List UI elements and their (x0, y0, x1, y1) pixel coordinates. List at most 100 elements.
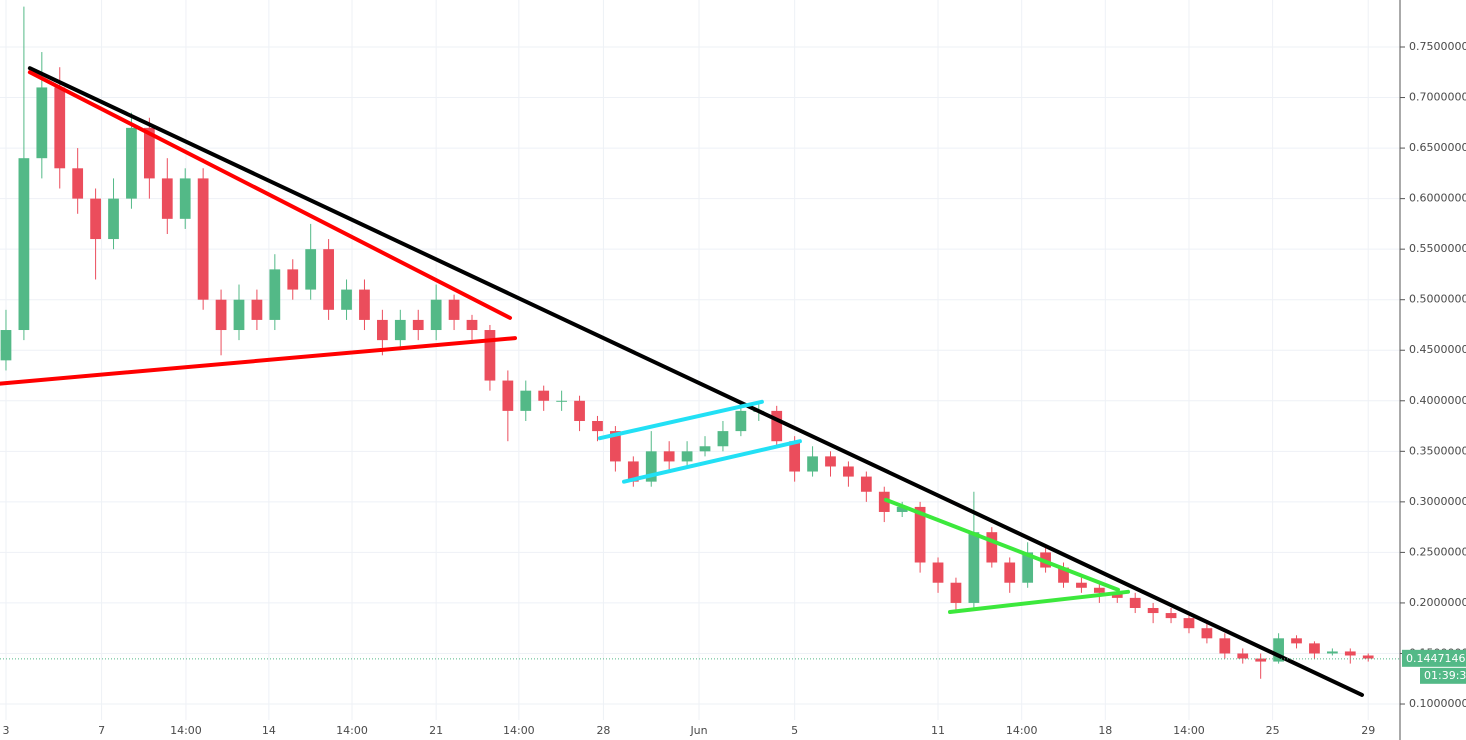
candle-body (143, 127, 155, 179)
candle-body (0, 330, 12, 361)
candle-body (645, 451, 657, 482)
candle-body (251, 299, 263, 320)
x-tick-label: 14:00 (1006, 724, 1038, 737)
candle-body (896, 506, 908, 512)
candle-body (1093, 587, 1105, 593)
candle-body (520, 390, 532, 411)
candle-body (1004, 562, 1016, 583)
candle-body (1022, 552, 1034, 583)
candle-body (18, 158, 30, 331)
candle-body (663, 451, 675, 462)
candle-body (556, 400, 568, 402)
candle-body (878, 491, 890, 512)
x-tick-label: 25 (1266, 724, 1280, 737)
trendline (27, 66, 1365, 697)
trendline (883, 497, 1120, 592)
candle-body (1326, 651, 1338, 654)
candle-body (843, 466, 854, 477)
candle-body (610, 431, 621, 462)
candle-body (1076, 582, 1087, 588)
candle-body (968, 532, 980, 603)
x-tick-label: 18 (1098, 724, 1112, 737)
candle-body (161, 178, 173, 219)
candle-body (914, 506, 926, 563)
candle-body (197, 178, 209, 300)
candle-body (1362, 655, 1374, 659)
candle-body (627, 461, 639, 482)
candle-body (950, 582, 962, 603)
candle-body (36, 87, 48, 159)
trendline (622, 439, 802, 484)
candle-body (1309, 643, 1320, 654)
candle-body (502, 380, 514, 411)
candle-body (323, 249, 334, 310)
candle-body (1255, 658, 1267, 662)
x-tick-label: 3 (2, 724, 9, 737)
x-tick-label: 14:00 (503, 724, 535, 737)
x-tick-label: 29 (1361, 724, 1375, 737)
x-tick-label: 14 (262, 724, 276, 737)
trendline (0, 336, 518, 386)
candle-body (448, 299, 460, 320)
candle-body (1165, 613, 1177, 619)
candle-body (484, 330, 496, 381)
y-tick-label: 0.80000000 (1409, 0, 1466, 2)
x-tick-label: 11 (931, 724, 945, 737)
candle-body (341, 289, 352, 310)
trendline (947, 589, 1131, 615)
countdown-label: 01:39:35 (1424, 669, 1466, 682)
candle-body (126, 127, 137, 199)
x-tick-label: 28 (596, 724, 610, 737)
candle-body (412, 319, 424, 331)
candle-body (1273, 638, 1284, 662)
candle-body (789, 441, 801, 472)
candle-body (1058, 567, 1069, 583)
candle-body (592, 420, 603, 432)
trendline (27, 70, 513, 320)
candle-body (466, 319, 478, 331)
candle-body (1111, 592, 1123, 598)
x-tick-label: 14:00 (336, 724, 368, 737)
x-tick-label: 14:00 (1173, 724, 1205, 737)
candle-body (986, 532, 998, 563)
candle-body (807, 456, 818, 472)
candle-body (681, 451, 693, 462)
last-price-box (1402, 649, 1466, 667)
last-price-label: 0.14471461 (1406, 652, 1466, 665)
candle-body (108, 198, 119, 240)
x-tick-label: Jun (689, 724, 707, 737)
candle-body (54, 87, 66, 169)
x-tick-label: 5 (791, 724, 798, 737)
candle-body (72, 168, 84, 199)
candle-body (1291, 638, 1302, 644)
x-tick-label: 21 (429, 724, 443, 737)
candle-body (860, 476, 872, 492)
candle-body (359, 289, 370, 320)
candle-body (1129, 597, 1141, 608)
candle-body (1237, 653, 1249, 659)
candle-body (735, 410, 747, 432)
candle-body (538, 390, 550, 401)
x-tick-label: 14:00 (170, 724, 202, 737)
candle-body (394, 319, 406, 341)
candle-body (377, 319, 388, 341)
candle-body (305, 249, 317, 290)
x-tick-label: 7 (98, 724, 105, 737)
candle-body (179, 178, 191, 219)
candle-body (269, 269, 281, 320)
